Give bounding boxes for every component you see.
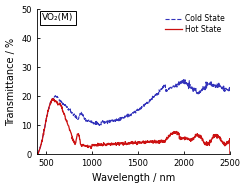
Hot State xyxy=(148,141,151,143)
Legend: Cold State, Hot State: Cold State, Hot State xyxy=(163,13,226,36)
Hot State xyxy=(153,142,156,144)
Hot State xyxy=(158,141,161,143)
Hot State xyxy=(202,140,205,142)
Hot State xyxy=(51,98,54,100)
Hot State xyxy=(182,137,185,139)
Cold State xyxy=(158,91,161,93)
Cold State xyxy=(153,96,156,98)
Cold State xyxy=(36,154,39,156)
Cold State xyxy=(148,100,151,103)
Line: Cold State: Cold State xyxy=(37,79,230,155)
Hot State xyxy=(229,154,231,156)
Cold State xyxy=(182,83,185,85)
Cold State xyxy=(47,108,50,110)
Hot State xyxy=(47,108,50,110)
Line: Hot State: Hot State xyxy=(37,99,230,155)
Cold State xyxy=(182,78,185,80)
Text: VO₂(M): VO₂(M) xyxy=(42,13,74,22)
X-axis label: Wavelength / nm: Wavelength / nm xyxy=(92,174,175,184)
Cold State xyxy=(202,87,205,89)
Cold State xyxy=(35,153,38,155)
Hot State xyxy=(35,153,38,156)
Cold State xyxy=(229,89,231,91)
Y-axis label: Transmittance / %: Transmittance / % xyxy=(6,37,15,126)
